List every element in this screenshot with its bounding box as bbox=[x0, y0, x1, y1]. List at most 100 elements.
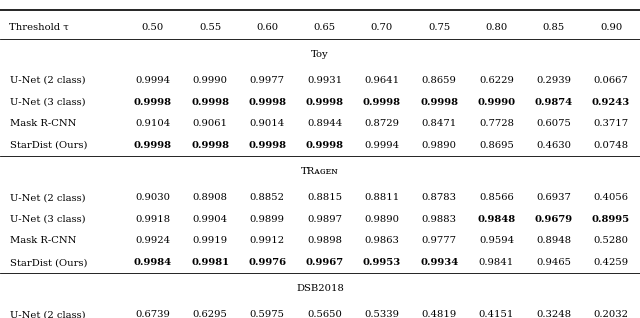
Text: 0.0667: 0.0667 bbox=[594, 76, 628, 85]
Text: 0.6075: 0.6075 bbox=[536, 119, 571, 128]
Text: 0.5975: 0.5975 bbox=[250, 310, 285, 318]
Text: 0.9594: 0.9594 bbox=[479, 236, 514, 245]
Text: 0.9679: 0.9679 bbox=[534, 215, 573, 224]
Text: 0.9994: 0.9994 bbox=[364, 141, 399, 150]
Text: 0.8729: 0.8729 bbox=[364, 119, 399, 128]
Text: 0.9967: 0.9967 bbox=[305, 258, 344, 267]
Text: 0.90: 0.90 bbox=[600, 23, 622, 32]
Text: 0.9863: 0.9863 bbox=[365, 236, 399, 245]
Text: 0.9841: 0.9841 bbox=[479, 258, 514, 267]
Text: 0.9912: 0.9912 bbox=[250, 236, 285, 245]
Text: 0.55: 0.55 bbox=[199, 23, 221, 32]
Text: 0.3717: 0.3717 bbox=[593, 119, 628, 128]
Text: 0.9897: 0.9897 bbox=[307, 215, 342, 224]
Text: StarDist (Ours): StarDist (Ours) bbox=[10, 141, 87, 150]
Text: 0.70: 0.70 bbox=[371, 23, 393, 32]
Text: 0.9848: 0.9848 bbox=[477, 215, 516, 224]
Text: 0.9998: 0.9998 bbox=[191, 98, 229, 107]
Text: 0.9998: 0.9998 bbox=[420, 98, 458, 107]
Text: 0.8783: 0.8783 bbox=[422, 193, 457, 202]
Text: 0.9998: 0.9998 bbox=[134, 98, 172, 107]
Text: 0.9030: 0.9030 bbox=[135, 193, 170, 202]
Text: 0.9981: 0.9981 bbox=[191, 258, 229, 267]
Text: 0.6295: 0.6295 bbox=[193, 310, 227, 318]
Text: 0.5280: 0.5280 bbox=[593, 236, 628, 245]
Text: DSB2018: DSB2018 bbox=[296, 284, 344, 293]
Text: 0.60: 0.60 bbox=[256, 23, 278, 32]
Text: 0.9998: 0.9998 bbox=[134, 141, 172, 150]
Text: 0.5650: 0.5650 bbox=[307, 310, 342, 318]
Text: 0.8995: 0.8995 bbox=[592, 215, 630, 224]
Text: 0.75: 0.75 bbox=[428, 23, 451, 32]
Text: 0.9104: 0.9104 bbox=[135, 119, 170, 128]
Text: 0.8811: 0.8811 bbox=[364, 193, 399, 202]
Text: U-Net (3 class): U-Net (3 class) bbox=[10, 98, 85, 107]
Text: 0.6937: 0.6937 bbox=[536, 193, 571, 202]
Text: 0.9904: 0.9904 bbox=[193, 215, 228, 224]
Text: 0.9890: 0.9890 bbox=[364, 215, 399, 224]
Text: 0.80: 0.80 bbox=[485, 23, 508, 32]
Text: 0.9977: 0.9977 bbox=[250, 76, 285, 85]
Text: 0.9883: 0.9883 bbox=[422, 215, 457, 224]
Text: 0.9874: 0.9874 bbox=[534, 98, 573, 107]
Text: 0.9918: 0.9918 bbox=[135, 215, 170, 224]
Text: 0.2939: 0.2939 bbox=[536, 76, 572, 85]
Text: 0.9990: 0.9990 bbox=[193, 76, 228, 85]
Text: 0.9919: 0.9919 bbox=[193, 236, 228, 245]
Text: 0.9976: 0.9976 bbox=[248, 258, 287, 267]
Text: 0.6739: 0.6739 bbox=[136, 310, 170, 318]
Text: 0.8471: 0.8471 bbox=[422, 119, 457, 128]
Text: 0.8852: 0.8852 bbox=[250, 193, 285, 202]
Text: 0.9934: 0.9934 bbox=[420, 258, 458, 267]
Text: 0.4819: 0.4819 bbox=[422, 310, 457, 318]
Text: 0.9998: 0.9998 bbox=[363, 98, 401, 107]
Text: 0.9998: 0.9998 bbox=[306, 98, 344, 107]
Text: 0.8815: 0.8815 bbox=[307, 193, 342, 202]
Text: 0.7728: 0.7728 bbox=[479, 119, 514, 128]
Text: 0.9998: 0.9998 bbox=[248, 98, 286, 107]
Text: 0.9953: 0.9953 bbox=[363, 258, 401, 267]
Text: U-Net (2 class): U-Net (2 class) bbox=[10, 193, 85, 202]
Text: 0.8948: 0.8948 bbox=[536, 236, 572, 245]
Text: 0.9994: 0.9994 bbox=[135, 76, 170, 85]
Text: 0.3248: 0.3248 bbox=[536, 310, 572, 318]
Text: 0.8695: 0.8695 bbox=[479, 141, 514, 150]
Text: 0.8659: 0.8659 bbox=[422, 76, 456, 85]
Text: 0.9061: 0.9061 bbox=[193, 119, 228, 128]
Text: 0.4151: 0.4151 bbox=[479, 310, 514, 318]
Text: 0.9998: 0.9998 bbox=[248, 141, 286, 150]
Text: U-Net (2 class): U-Net (2 class) bbox=[10, 76, 85, 85]
Text: Threshold τ: Threshold τ bbox=[9, 23, 68, 32]
Text: 0.85: 0.85 bbox=[543, 23, 565, 32]
Text: 0.9899: 0.9899 bbox=[250, 215, 285, 224]
Text: 0.9465: 0.9465 bbox=[536, 258, 572, 267]
Text: 0.9931: 0.9931 bbox=[307, 76, 342, 85]
Text: StarDist (Ours): StarDist (Ours) bbox=[10, 258, 87, 267]
Text: 0.9641: 0.9641 bbox=[364, 76, 399, 85]
Text: 0.9984: 0.9984 bbox=[134, 258, 172, 267]
Text: 0.4630: 0.4630 bbox=[536, 141, 572, 150]
Text: 0.9990: 0.9990 bbox=[477, 98, 516, 107]
Text: 0.9890: 0.9890 bbox=[422, 141, 457, 150]
Text: 0.9898: 0.9898 bbox=[307, 236, 342, 245]
Text: 0.6229: 0.6229 bbox=[479, 76, 514, 85]
Text: 0.8908: 0.8908 bbox=[193, 193, 228, 202]
Text: TRᴀɢᴇɴ: TRᴀɢᴇɴ bbox=[301, 167, 339, 176]
Text: 0.8566: 0.8566 bbox=[479, 193, 514, 202]
Text: 0.0748: 0.0748 bbox=[593, 141, 628, 150]
Text: U-Net (3 class): U-Net (3 class) bbox=[10, 215, 85, 224]
Text: Mask R-CNN: Mask R-CNN bbox=[10, 119, 76, 128]
Text: 0.50: 0.50 bbox=[141, 23, 164, 32]
Text: 0.9243: 0.9243 bbox=[592, 98, 630, 107]
Text: 0.9924: 0.9924 bbox=[135, 236, 170, 245]
Text: 0.4056: 0.4056 bbox=[593, 193, 628, 202]
Text: 0.8944: 0.8944 bbox=[307, 119, 342, 128]
Text: 0.9998: 0.9998 bbox=[306, 141, 344, 150]
Text: Toy: Toy bbox=[311, 50, 329, 59]
Text: 0.4259: 0.4259 bbox=[593, 258, 628, 267]
Text: U-Net (2 class): U-Net (2 class) bbox=[10, 310, 85, 318]
Text: Mask R-CNN: Mask R-CNN bbox=[10, 236, 76, 245]
Text: 0.5339: 0.5339 bbox=[364, 310, 399, 318]
Text: 0.9014: 0.9014 bbox=[250, 119, 285, 128]
Text: 0.9998: 0.9998 bbox=[191, 141, 229, 150]
